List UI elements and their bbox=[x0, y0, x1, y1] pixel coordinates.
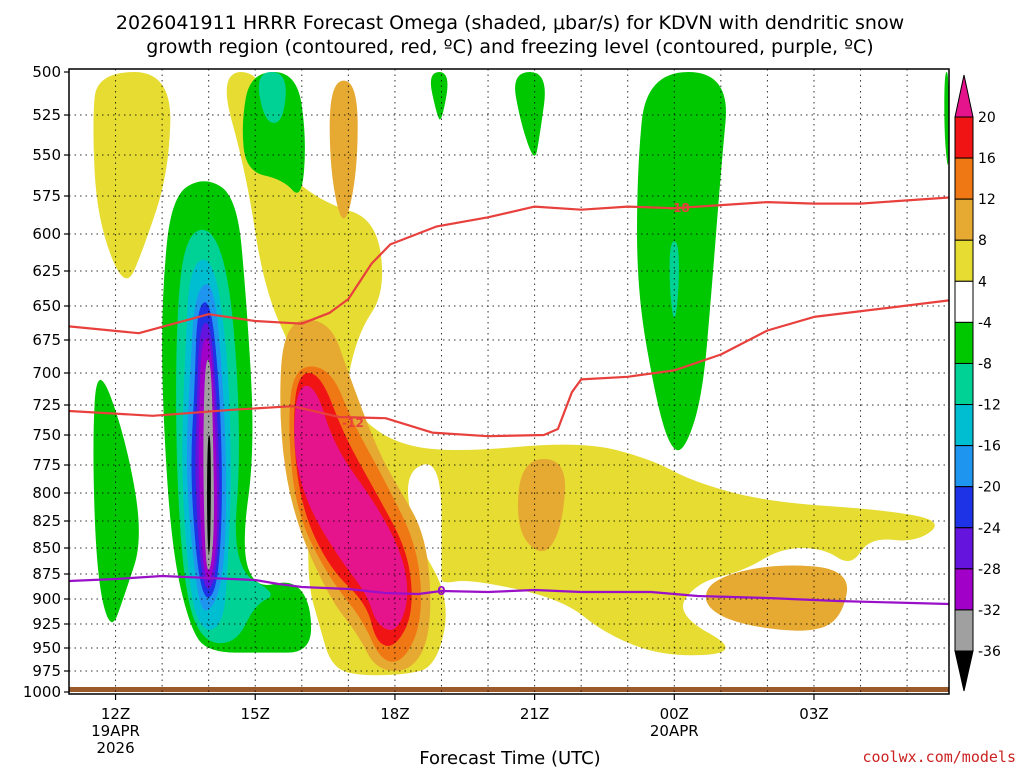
dgz-minus18-line bbox=[69, 196, 949, 335]
credit-text: coolwx.com/models bbox=[862, 748, 1016, 766]
omega-minus4-region-6 bbox=[637, 72, 726, 451]
omega-minus4-region-3 bbox=[242, 72, 305, 193]
colorbar-label: 4 bbox=[978, 274, 987, 290]
colorbar-label: -4 bbox=[978, 315, 992, 331]
colorbar-swatch bbox=[954, 280, 974, 323]
x-tick-label: 03Z bbox=[799, 705, 828, 723]
colorbar-label: -36 bbox=[978, 644, 1001, 660]
colorbar-swatch bbox=[954, 198, 974, 241]
y-tick-label: 900 bbox=[32, 590, 61, 608]
x-tick-label: 18Z bbox=[380, 705, 409, 723]
dgz-minus12-line bbox=[69, 299, 949, 438]
x-tick-label: 15Z bbox=[241, 705, 270, 723]
y-tick-label: 750 bbox=[32, 426, 61, 444]
y-axis: 500 525 550 575 600 625 650 675 700 725 750 775 800 8… bbox=[23, 63, 69, 701]
colorbar-label: 12 bbox=[978, 192, 996, 208]
freezing-level-line-label: 0 bbox=[437, 584, 445, 598]
colorbar-swatch bbox=[954, 609, 974, 652]
chart-title-line1: 2026041911 HRRR Forecast Omega (shaded, … bbox=[116, 12, 904, 34]
dgz-minus12-line-label: -12 bbox=[342, 416, 364, 430]
colorbar-label: 20 bbox=[978, 110, 996, 126]
y-tick-label: 925 bbox=[32, 615, 61, 633]
y-tick-label: 975 bbox=[32, 662, 61, 680]
omega-minus4-region-7 bbox=[944, 72, 949, 165]
omega-plus8-region bbox=[329, 80, 358, 219]
colorbar-label: -24 bbox=[978, 521, 1001, 537]
colorbar-swatch bbox=[954, 362, 974, 406]
colorbar-label: -28 bbox=[978, 562, 1001, 578]
omega-plus4-region-1 bbox=[93, 72, 171, 279]
contour-line-layer bbox=[69, 196, 949, 606]
y-tick-label: 875 bbox=[32, 565, 61, 583]
x-tick-label: 00Z bbox=[660, 705, 689, 723]
x-tick-date: 19APR bbox=[91, 722, 140, 740]
y-tick-label: 650 bbox=[32, 297, 61, 315]
dgz-minus18-line-label: -18 bbox=[668, 201, 690, 215]
colorbar-swatch bbox=[954, 568, 974, 611]
colorbar-swatch bbox=[954, 157, 974, 200]
x-tick-label: 12Z bbox=[101, 705, 130, 723]
y-tick-label: 950 bbox=[32, 639, 61, 657]
colorbar-swatch bbox=[954, 239, 974, 282]
y-tick-label: 675 bbox=[32, 331, 61, 349]
x-tick-date: 20APR bbox=[650, 722, 699, 740]
y-tick-label: 725 bbox=[32, 396, 61, 414]
x-axis-title: Forecast Time (UTC) bbox=[419, 748, 600, 768]
omega-shading-layer bbox=[69, 72, 949, 692]
y-tick-label: 600 bbox=[32, 225, 61, 243]
omega-minus8-region-3 bbox=[669, 241, 679, 318]
y-tick-label: 550 bbox=[32, 146, 61, 164]
colorbar-bottom-extend bbox=[954, 650, 974, 692]
y-tick-label: 700 bbox=[32, 364, 61, 382]
y-tick-label: 500 bbox=[32, 63, 61, 81]
colorbar-label: 16 bbox=[978, 151, 996, 167]
omega-minus4-region-5 bbox=[515, 72, 545, 156]
colorbar-label: -16 bbox=[978, 439, 1001, 455]
terrain-surface bbox=[69, 687, 949, 692]
omega-minus4-region-1 bbox=[93, 379, 139, 623]
colorbar-swatch bbox=[954, 116, 974, 159]
x-tick-label: 21Z bbox=[520, 705, 549, 723]
omega-plus20-region bbox=[294, 385, 408, 630]
omega-minus8-region-1 bbox=[258, 72, 286, 123]
colorbar-label: -32 bbox=[978, 603, 1001, 619]
contour-label-layer: -12 -18 0 bbox=[342, 201, 690, 598]
y-tick-label: 525 bbox=[32, 106, 61, 124]
colorbar-label: 8 bbox=[978, 233, 987, 249]
colorbar-swatch bbox=[954, 486, 974, 529]
colorbar-label: -20 bbox=[978, 480, 1001, 496]
omega-minus4-region-4 bbox=[430, 72, 448, 120]
y-tick-label: 850 bbox=[32, 539, 61, 557]
y-tick-label: 800 bbox=[32, 484, 61, 502]
chart-title-line2: growth region (contoured, red, ºC) and f… bbox=[146, 36, 873, 58]
y-tick-label: 1000 bbox=[23, 683, 61, 701]
colorbar: 20 16 12 8 4 -4 -8 -12 -16 -20 -24 -28 -32 -36 bbox=[954, 74, 1001, 692]
colorbar-swatch bbox=[954, 321, 974, 364]
omega-minus36-region bbox=[207, 435, 211, 554]
colorbar-top-extend bbox=[954, 74, 974, 118]
y-tick-label: 775 bbox=[32, 456, 61, 474]
colorbar-swatch bbox=[954, 527, 974, 570]
colorbar-swatch bbox=[954, 404, 974, 447]
colorbar-label: -8 bbox=[978, 356, 992, 372]
colorbar-label: -12 bbox=[978, 398, 1001, 414]
y-tick-label: 575 bbox=[32, 187, 61, 205]
plot-frame bbox=[68, 68, 950, 695]
y-tick-label: 825 bbox=[32, 512, 61, 530]
freezing-level-line bbox=[69, 574, 949, 606]
colorbar-swatch bbox=[954, 445, 974, 488]
omega-plus8-region-3 bbox=[517, 459, 566, 552]
grid-layer bbox=[69, 69, 949, 694]
x-tick-year: 2026 bbox=[96, 739, 134, 757]
y-tick-label: 625 bbox=[32, 262, 61, 280]
